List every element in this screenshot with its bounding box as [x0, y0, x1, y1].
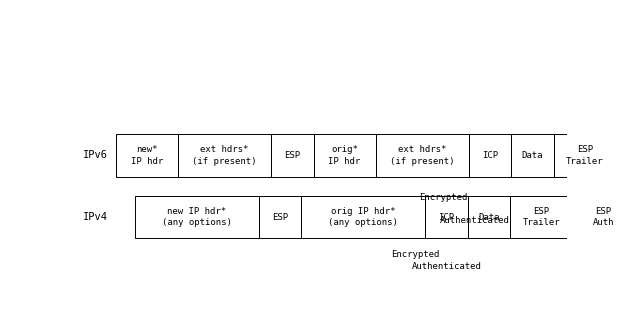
Bar [375, 134, 469, 177]
Text: ICP: ICP [438, 213, 455, 221]
Text: Data: Data [522, 151, 543, 160]
Bar [468, 196, 510, 238]
Text: ESP
Trailer: ESP Trailer [566, 146, 604, 166]
Text: ext hdrs*
(if present): ext hdrs* (if present) [192, 146, 256, 166]
Text: IPv4: IPv4 [83, 212, 108, 222]
Bar [271, 134, 314, 177]
Bar [511, 134, 554, 177]
Text: ESP: ESP [272, 213, 288, 221]
Text: Encrypted: Encrypted [419, 193, 467, 202]
Text: Encrypted: Encrypted [391, 250, 440, 259]
Text: ext hdrs*
(if present): ext hdrs* (if present) [390, 146, 454, 166]
Text: new*
IP hdr: new* IP hdr [131, 146, 163, 166]
Bar [314, 134, 375, 177]
Text: new IP hdr*
(any options): new IP hdr* (any options) [162, 207, 231, 227]
Bar [469, 134, 511, 177]
Bar [616, 134, 630, 177]
Text: Authenticated: Authenticated [440, 216, 509, 225]
Bar [258, 196, 301, 238]
Bar [510, 196, 573, 238]
Text: ICP: ICP [482, 151, 498, 160]
Bar [554, 134, 616, 177]
Bar [425, 196, 468, 238]
Text: ESP
Trailer: ESP Trailer [523, 207, 560, 227]
Bar [178, 134, 271, 177]
Text: orig*
IP hdr: orig* IP hdr [328, 146, 361, 166]
Bar [301, 196, 425, 238]
Text: ESP
Auth: ESP Auth [593, 207, 614, 227]
Text: Authenticated: Authenticated [411, 262, 481, 271]
Text: ESP: ESP [284, 151, 301, 160]
Bar [135, 196, 258, 238]
Text: orig IP hdr*
(any options): orig IP hdr* (any options) [328, 207, 398, 227]
Bar [573, 196, 630, 238]
Bar [116, 134, 178, 177]
Text: IPv6: IPv6 [83, 150, 108, 160]
Text: Data: Data [478, 213, 500, 221]
